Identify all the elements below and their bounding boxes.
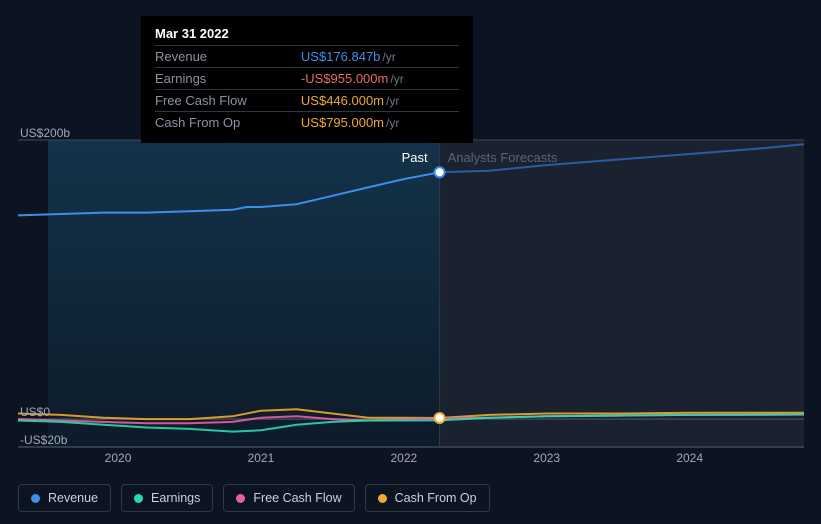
forecast-label: Analysts Forecasts xyxy=(448,150,558,165)
legend-item-fcf[interactable]: Free Cash Flow xyxy=(223,484,354,512)
legend-dot-icon xyxy=(236,494,245,503)
tooltip-row-label: Earnings xyxy=(155,68,301,90)
tooltip-row: RevenueUS$176.847b/yr xyxy=(155,46,459,68)
tooltip-row-value: US$176.847b/yr xyxy=(301,46,459,68)
financials-chart: Past Analysts Forecasts Mar 31 2022 Reve… xyxy=(0,0,821,524)
tooltip-date: Mar 31 2022 xyxy=(155,26,459,45)
tooltip-row-value: US$446.000m/yr xyxy=(301,90,459,112)
past-label: Past xyxy=(402,150,428,165)
x-axis-label: 2020 xyxy=(105,451,132,465)
y-axis-label: US$0 xyxy=(20,405,50,419)
legend-dot-icon xyxy=(31,494,40,503)
tooltip-row: Free Cash FlowUS$446.000m/yr xyxy=(155,90,459,112)
tooltip-row-label: Revenue xyxy=(155,46,301,68)
tooltip-row-value: -US$955.000m/yr xyxy=(301,68,459,90)
tooltip-row-label: Cash From Op xyxy=(155,112,301,134)
tooltip-row: Earnings-US$955.000m/yr xyxy=(155,68,459,90)
legend-item-earnings[interactable]: Earnings xyxy=(121,484,213,512)
legend-dot-icon xyxy=(378,494,387,503)
legend-label: Cash From Op xyxy=(395,491,477,505)
legend-label: Free Cash Flow xyxy=(253,491,341,505)
tooltip-row-value: US$795.000m/yr xyxy=(301,112,459,134)
tooltip-table: RevenueUS$176.847b/yrEarnings-US$955.000… xyxy=(155,45,459,133)
y-axis-label: US$200b xyxy=(20,126,70,140)
chart-tooltip: Mar 31 2022 RevenueUS$176.847b/yrEarning… xyxy=(141,16,473,143)
x-axis-label: 2022 xyxy=(390,451,417,465)
legend-item-revenue[interactable]: Revenue xyxy=(18,484,111,512)
x-axis-label: 2021 xyxy=(248,451,275,465)
plot-area xyxy=(18,140,804,447)
x-axis-label: 2023 xyxy=(533,451,560,465)
legend-dot-icon xyxy=(134,494,143,503)
legend: Revenue Earnings Free Cash Flow Cash From O… xyxy=(18,484,490,512)
y-axis-label: -US$20b xyxy=(20,433,67,447)
legend-label: Revenue xyxy=(48,491,98,505)
tooltip-row-label: Free Cash Flow xyxy=(155,90,301,112)
legend-item-cash_op[interactable]: Cash From Op xyxy=(365,484,490,512)
x-axis-label: 2024 xyxy=(676,451,703,465)
legend-label: Earnings xyxy=(151,491,200,505)
tooltip-row: Cash From OpUS$795.000m/yr xyxy=(155,112,459,134)
